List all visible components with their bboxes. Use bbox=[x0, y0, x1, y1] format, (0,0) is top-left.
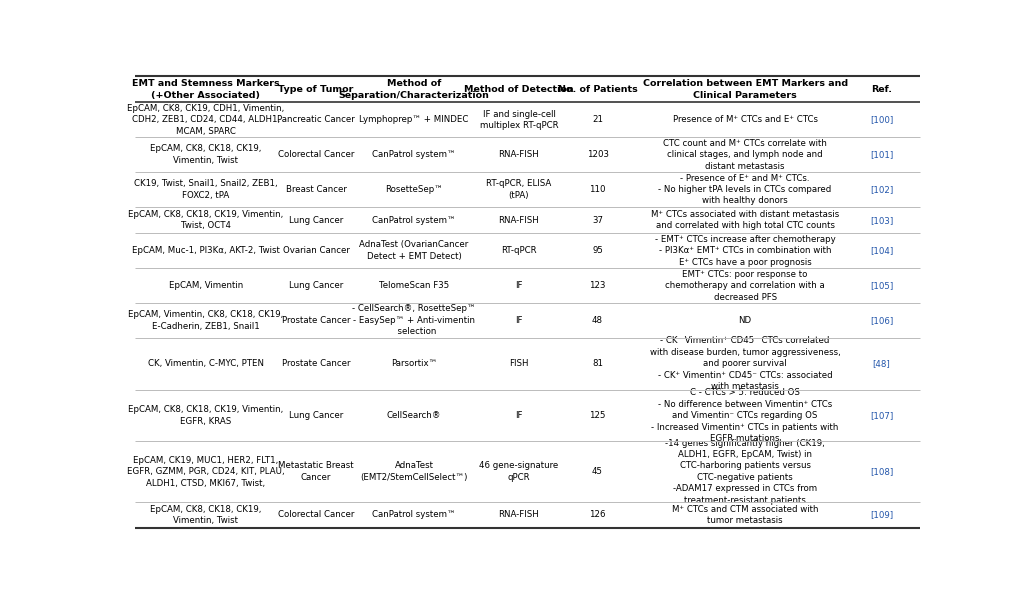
Text: EpCAM, Vimentin, CK8, CK18, CK19,
E-Cadherin, ZEB1, Snail1: EpCAM, Vimentin, CK8, CK18, CK19, E-Cadh… bbox=[129, 310, 284, 331]
Text: Pancreatic Cancer: Pancreatic Cancer bbox=[277, 116, 355, 125]
Text: [109]: [109] bbox=[870, 511, 893, 520]
Bar bbox=[135, 338, 920, 390]
Text: IF: IF bbox=[516, 281, 523, 290]
Text: Ovarian Cancer: Ovarian Cancer bbox=[283, 246, 350, 255]
Text: CK, Vimentin, C-MYC, PTEN: CK, Vimentin, C-MYC, PTEN bbox=[148, 359, 264, 368]
Text: CanPatrol system™: CanPatrol system™ bbox=[372, 150, 456, 159]
Text: EpCAM, CK8, CK18, CK19, Vimentin,
Twist, OCT4: EpCAM, CK8, CK18, CK19, Vimentin, Twist,… bbox=[129, 210, 284, 231]
Text: EpCAM, Muc-1, PI3Kα, AKT-2, Twist: EpCAM, Muc-1, PI3Kα, AKT-2, Twist bbox=[132, 246, 280, 255]
Text: M⁺ CTCs and CTM associated with
tumor metastasis: M⁺ CTCs and CTM associated with tumor me… bbox=[672, 505, 818, 525]
Text: [102]: [102] bbox=[870, 185, 893, 194]
Text: EpCAM, CK19, MUC1, HER2, FLT1,
EGFR, GZMM, PGR, CD24, KIT, PLAU,
ALDH1, CTSD, MK: EpCAM, CK19, MUC1, HER2, FLT1, EGFR, GZM… bbox=[128, 456, 285, 488]
Text: Colorectal Cancer: Colorectal Cancer bbox=[278, 150, 354, 159]
Text: Lung Cancer: Lung Cancer bbox=[289, 216, 343, 225]
Text: Prostate Cancer: Prostate Cancer bbox=[282, 316, 350, 325]
Text: IF: IF bbox=[516, 316, 523, 325]
Text: Parsortix™: Parsortix™ bbox=[391, 359, 437, 368]
Text: [107]: [107] bbox=[870, 411, 893, 420]
Text: [100]: [100] bbox=[870, 116, 893, 125]
Text: EpCAM, CK8, CK18, CK19, Vimentin,
EGFR, KRAS: EpCAM, CK8, CK18, CK19, Vimentin, EGFR, … bbox=[129, 405, 284, 426]
Text: RNA-FISH: RNA-FISH bbox=[499, 150, 539, 159]
Text: [106]: [106] bbox=[870, 316, 893, 325]
Text: Lung Cancer: Lung Cancer bbox=[289, 281, 343, 290]
Bar bbox=[135, 390, 920, 442]
Text: EpCAM, CK8, CK18, CK19,
Vimentin, Twist: EpCAM, CK8, CK18, CK19, Vimentin, Twist bbox=[150, 144, 261, 165]
Text: Ref.: Ref. bbox=[871, 85, 892, 94]
Bar bbox=[135, 303, 920, 338]
Text: Method of
Separation/Characterization: Method of Separation/Characterization bbox=[339, 79, 490, 100]
Text: Prostate Cancer: Prostate Cancer bbox=[282, 359, 350, 368]
Bar bbox=[135, 233, 920, 268]
Text: RT-qPCR: RT-qPCR bbox=[501, 246, 537, 255]
Text: M⁺ CTCs associated with distant metastasis
and correlated with high total CTC co: M⁺ CTCs associated with distant metastas… bbox=[651, 210, 840, 231]
Text: 123: 123 bbox=[590, 281, 606, 290]
Text: [104]: [104] bbox=[870, 246, 893, 255]
Text: Colorectal Cancer: Colorectal Cancer bbox=[278, 511, 354, 520]
Text: IF and single-cell
multiplex RT-qPCR: IF and single-cell multiplex RT-qPCR bbox=[480, 110, 559, 130]
Text: 95: 95 bbox=[592, 246, 603, 255]
Text: CellSearch®: CellSearch® bbox=[387, 411, 441, 420]
Text: [101]: [101] bbox=[870, 150, 893, 159]
Text: Type of Tumor: Type of Tumor bbox=[278, 85, 354, 94]
Text: RNA-FISH: RNA-FISH bbox=[499, 216, 539, 225]
Text: RT-qPCR, ELISA
(tPA): RT-qPCR, ELISA (tPA) bbox=[487, 179, 552, 200]
Text: [103]: [103] bbox=[870, 216, 893, 225]
Bar bbox=[135, 103, 920, 137]
Text: 21: 21 bbox=[592, 116, 603, 125]
Text: Lung Cancer: Lung Cancer bbox=[289, 411, 343, 420]
Text: 48: 48 bbox=[592, 316, 603, 325]
Text: FISH: FISH bbox=[509, 359, 529, 368]
Text: 37: 37 bbox=[592, 216, 603, 225]
Text: RosetteSep™: RosetteSep™ bbox=[385, 185, 443, 194]
Text: 125: 125 bbox=[590, 411, 606, 420]
Text: -14 genes significantly higher (CK19,
ALDH1, EGFR, EpCAM, Twist) in
CTC-harborin: -14 genes significantly higher (CK19, AL… bbox=[665, 439, 825, 505]
Text: 81: 81 bbox=[592, 359, 603, 368]
Text: 126: 126 bbox=[590, 511, 606, 520]
Bar bbox=[135, 172, 920, 207]
Text: No. of Patients: No. of Patients bbox=[558, 85, 637, 94]
Text: - EMT⁺ CTCs increase after chemotherapy
- PI3Kα⁺ EMT⁺ CTCs in combination with
E: - EMT⁺ CTCs increase after chemotherapy … bbox=[654, 235, 836, 266]
Text: 46 gene-signature
qPCR: 46 gene-signature qPCR bbox=[480, 461, 559, 482]
Text: EpCAM, CK8, CK19, CDH1, Vimentin,
CDH2, ZEB1, CD24, CD44, ALDH1,
MCAM, SPARC: EpCAM, CK8, CK19, CDH1, Vimentin, CDH2, … bbox=[128, 104, 285, 136]
Bar bbox=[135, 442, 920, 502]
Text: 45: 45 bbox=[592, 467, 603, 476]
Text: Metastatic Breast
Cancer: Metastatic Breast Cancer bbox=[278, 461, 354, 482]
Text: EpCAM, CK8, CK18, CK19,
Vimentin, Twist: EpCAM, CK8, CK18, CK19, Vimentin, Twist bbox=[150, 505, 261, 525]
Bar bbox=[135, 137, 920, 172]
Bar bbox=[135, 207, 920, 233]
Text: C - CTCs > 5: reduced OS
- No difference between Vimentin⁺ CTCs
and Vimentin⁻ CT: C - CTCs > 5: reduced OS - No difference… bbox=[651, 388, 839, 443]
Text: Method of Detection: Method of Detection bbox=[464, 85, 574, 94]
Text: - CK⁻ Vimentin⁺ CD45⁻ CTCs correlated
with disease burden, tumor aggressiveness,: - CK⁻ Vimentin⁺ CD45⁻ CTCs correlated wi… bbox=[649, 336, 841, 391]
Bar bbox=[135, 502, 920, 528]
Text: IF: IF bbox=[516, 411, 523, 420]
Text: EMT and Stemness Markers
(+Other Associated): EMT and Stemness Markers (+Other Associa… bbox=[132, 79, 280, 100]
Text: EMT⁺ CTCs: poor response to
chemotherapy and correlation with a
decreased PFS: EMT⁺ CTCs: poor response to chemotherapy… bbox=[665, 269, 825, 302]
Text: ND: ND bbox=[739, 316, 751, 325]
Text: Correlation between EMT Markers and
Clinical Parameters: Correlation between EMT Markers and Clin… bbox=[642, 79, 848, 100]
Text: CK19, Twist, Snail1, Snail2, ZEB1,
FOXC2, tPA: CK19, Twist, Snail1, Snail2, ZEB1, FOXC2… bbox=[134, 179, 278, 200]
Text: - CellSearch®, RosetteSep™
- EasySep™ + Anti-vimentin
  selection: - CellSearch®, RosetteSep™ - EasySep™ + … bbox=[352, 305, 476, 336]
Text: EpCAM, Vimentin: EpCAM, Vimentin bbox=[169, 281, 243, 290]
Text: - Presence of E⁺ and M⁺ CTCs.
- No higher tPA levels in CTCs compared
with healt: - Presence of E⁺ and M⁺ CTCs. - No highe… bbox=[659, 173, 831, 206]
Text: Presence of M⁺ CTCs and E⁺ CTCs: Presence of M⁺ CTCs and E⁺ CTCs bbox=[673, 116, 818, 125]
Text: 110: 110 bbox=[590, 185, 606, 194]
Text: CanPatrol system™: CanPatrol system™ bbox=[372, 511, 456, 520]
Text: 1203: 1203 bbox=[587, 150, 608, 159]
Text: Lymphoprep™ + MINDEC: Lymphoprep™ + MINDEC bbox=[359, 116, 469, 125]
Text: TelomeScan F35: TelomeScan F35 bbox=[379, 281, 450, 290]
Text: AdnaTest (OvarianCancer
Detect + EMT Detect): AdnaTest (OvarianCancer Detect + EMT Det… bbox=[359, 241, 469, 261]
Text: RNA-FISH: RNA-FISH bbox=[499, 511, 539, 520]
Text: [108]: [108] bbox=[870, 467, 893, 476]
Bar bbox=[135, 268, 920, 303]
Text: Breast Cancer: Breast Cancer bbox=[286, 185, 347, 194]
Text: AdnaTest
(EMT2/StemCellSelect™): AdnaTest (EMT2/StemCellSelect™) bbox=[360, 461, 468, 482]
Text: [105]: [105] bbox=[870, 281, 893, 290]
Text: [48]: [48] bbox=[873, 359, 890, 368]
Text: CTC count and M⁺ CTCs correlate with
clinical stages, and lymph node and
distant: CTC count and M⁺ CTCs correlate with cli… bbox=[663, 139, 827, 170]
Text: CanPatrol system™: CanPatrol system™ bbox=[372, 216, 456, 225]
